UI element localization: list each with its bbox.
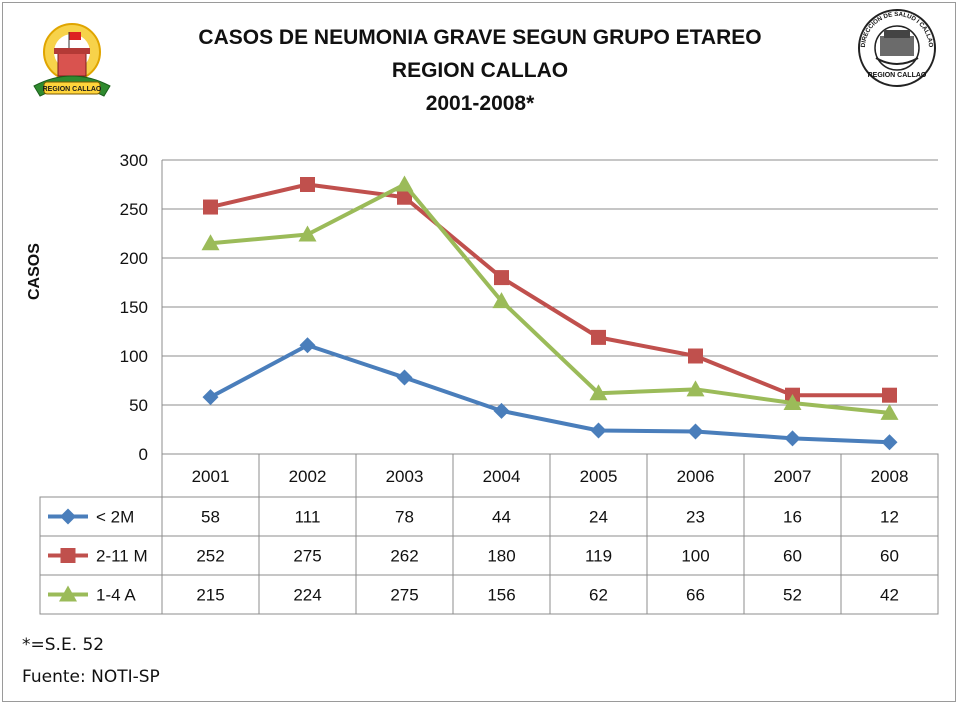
table-cell-value: 23 [686, 508, 705, 527]
left-logo-text: REGION CALLAO [43, 86, 102, 93]
table-cell-value: 60 [783, 547, 802, 566]
data-point [201, 234, 220, 251]
data-table: 2001 2002 2003 2004 2005 2006 2007 2008 < 2M 58 11… [39, 453, 939, 615]
data-point [299, 337, 316, 354]
table-cell-value: 100 [681, 547, 709, 566]
data-point [300, 177, 315, 192]
data-point [396, 369, 413, 386]
data-point [687, 423, 704, 440]
x-category-label: 2008 [871, 467, 909, 486]
data-point [202, 389, 219, 406]
legend-series-name: 1-4 A [96, 586, 136, 605]
data-point [493, 402, 510, 419]
series-2-11-m [203, 177, 897, 403]
table-cell-value: 16 [783, 508, 802, 527]
series-line [210, 182, 890, 415]
data-point [397, 189, 412, 205]
table-cell-value: 44 [492, 508, 511, 527]
data-point [880, 403, 899, 420]
data-point [492, 292, 511, 309]
data-point [783, 394, 802, 411]
table-cell-value: 58 [201, 508, 220, 527]
table-cell-value: 275 [390, 586, 418, 605]
y-tick-label: 50 [129, 396, 148, 415]
table-cell-value: 111 [295, 508, 321, 527]
y-tick-label: 300 [120, 151, 148, 170]
series-line [209, 343, 890, 445]
chart-title-line-1: CASOS DE NEUMONIA GRAVE SEGUN GRUPO ETAR… [198, 26, 762, 49]
x-category-label: 2001 [192, 467, 230, 486]
data-point [590, 422, 607, 439]
x-category-label: 2003 [386, 467, 424, 486]
data-point [298, 225, 317, 242]
table-cell-value: 62 [589, 586, 608, 605]
legend-key-marker [59, 585, 77, 602]
table-cell-value: 275 [293, 547, 321, 566]
series-lines [201, 175, 899, 451]
legend-series-name: 2-11 M [96, 547, 148, 566]
x-category-label: 2005 [580, 467, 618, 486]
footnote-note: *=S.E. 52 [22, 635, 105, 655]
data-point [494, 270, 509, 286]
table-cell-value: 60 [880, 547, 899, 566]
y-tick-label: 250 [120, 200, 148, 219]
legend-key-marker [60, 548, 76, 563]
seal-bottom-text: REGION CALLAO [868, 72, 927, 79]
table-cell-value: 215 [196, 586, 224, 605]
y-tick-label: 150 [120, 298, 148, 317]
data-point [882, 387, 897, 403]
slide-frame [2, 2, 956, 702]
table-cell-value: 12 [880, 508, 899, 527]
y-tick-label: 200 [120, 249, 148, 268]
table-cell-value: 42 [880, 586, 899, 605]
region-callao-logo: REGION CALLAO [33, 23, 111, 97]
table-cell-value: 78 [395, 508, 414, 527]
x-category-label: 2004 [483, 467, 521, 486]
table-cell-value: 262 [390, 547, 418, 566]
table-cell-value: 252 [196, 547, 224, 566]
y-tick-label: 0 [139, 445, 148, 464]
series-1-4-a [201, 175, 899, 420]
legend-series-name: < 2M [96, 508, 134, 527]
footnote-source: Fuente: NOTI-SP [22, 667, 160, 687]
data-point [591, 329, 606, 345]
table-cell-value: 24 [589, 508, 608, 527]
chart-title-line-2: REGION CALLAO [391, 59, 569, 82]
x-category-label: 2002 [289, 467, 327, 486]
table-cell-value: 52 [783, 586, 802, 605]
series--2m [202, 337, 898, 451]
direccion-salud-seal: DIRECCION DE SALUD I CALLAO REGION CALLA… [858, 9, 936, 87]
data-point [203, 199, 218, 215]
data-point [395, 175, 414, 192]
x-category-label: 2007 [774, 467, 812, 486]
legend-key-marker [60, 508, 76, 525]
data-point [881, 434, 898, 451]
data-point [686, 380, 705, 397]
chart-title-line-3: 2001-2008* [425, 92, 535, 115]
data-point [688, 348, 703, 364]
table-cell-value: 119 [585, 547, 612, 566]
x-category-label: 2006 [677, 467, 715, 486]
data-point [784, 430, 801, 447]
y-tick-labels: 0 50 100 150 200 250 300 [120, 151, 148, 464]
table-cell-value: 180 [487, 547, 515, 566]
table-cell-value: 156 [487, 586, 515, 605]
y-tick-label: 100 [120, 347, 148, 366]
series-line [210, 182, 890, 398]
table-cell-value: 224 [293, 586, 321, 605]
data-point [589, 384, 608, 401]
table-cell-value: 66 [686, 586, 705, 605]
